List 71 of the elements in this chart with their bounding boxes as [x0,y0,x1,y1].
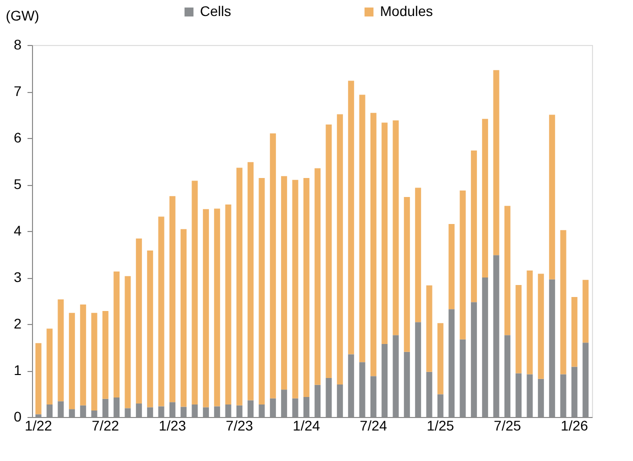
bar [482,118,488,278]
x-tick-label: 7/24 [360,418,388,434]
x-tick-label: 1/22 [24,418,52,434]
bar [571,297,578,367]
legend-label: Modules [380,3,433,19]
bar [292,180,298,398]
bar [426,285,432,372]
bar [392,120,399,336]
bar [470,150,477,302]
bar [236,168,242,406]
bar [114,271,120,398]
bar [248,162,254,400]
bar [382,122,388,344]
x-tick-label: 1/26 [560,418,588,434]
bar [158,216,164,406]
bar [314,168,321,385]
x-tick-label: 1/25 [426,418,454,434]
x-tick-label: 7/22 [92,418,120,434]
y-tick-label: 4 [14,222,22,238]
bar [415,188,422,322]
bar [370,112,376,376]
bar [493,70,500,256]
bar [326,124,332,378]
bar [46,328,53,404]
y-tick-label: 0 [14,408,22,424]
bar [359,94,366,362]
bar [169,196,176,402]
bar [270,133,276,398]
bar [460,190,466,340]
bar [348,80,354,354]
bar [58,299,64,402]
bar [538,274,544,379]
bar [68,312,75,410]
bar [448,224,455,310]
bar [180,229,187,407]
y-tick-label: 5 [14,176,22,192]
bar [336,114,343,384]
y-tick-label: 6 [14,130,22,146]
bar [102,310,108,399]
x-tick-label: 7/23 [226,418,254,434]
y-tick-label: 3 [14,269,22,285]
bar [516,284,522,374]
bar [91,312,98,410]
bar [35,343,42,414]
x-tick-label: 1/24 [292,418,320,434]
bar [124,276,131,408]
x-tick-label: 7/25 [494,418,522,434]
y-tick-label: 8 [14,36,22,52]
bar [404,197,410,352]
bar [504,206,510,336]
bar [225,204,232,404]
y-tick-label: 7 [14,83,22,99]
bar [147,250,154,408]
bar [437,323,444,394]
bar [202,209,209,408]
y-tick-label: 2 [14,316,22,332]
bar [214,208,220,406]
bar [526,270,533,374]
bar [258,178,265,404]
bar [136,238,142,404]
y-axis-title: (GW) [6,8,40,24]
bar [192,180,198,404]
legend-label: Cells [200,3,232,19]
bar [303,178,310,398]
y-tick-label: 1 [14,362,22,378]
bar [582,280,589,343]
bar [281,176,288,390]
bar [549,114,556,280]
bar [560,230,566,374]
x-tick-label: 1/23 [158,418,186,434]
bar [80,304,86,406]
